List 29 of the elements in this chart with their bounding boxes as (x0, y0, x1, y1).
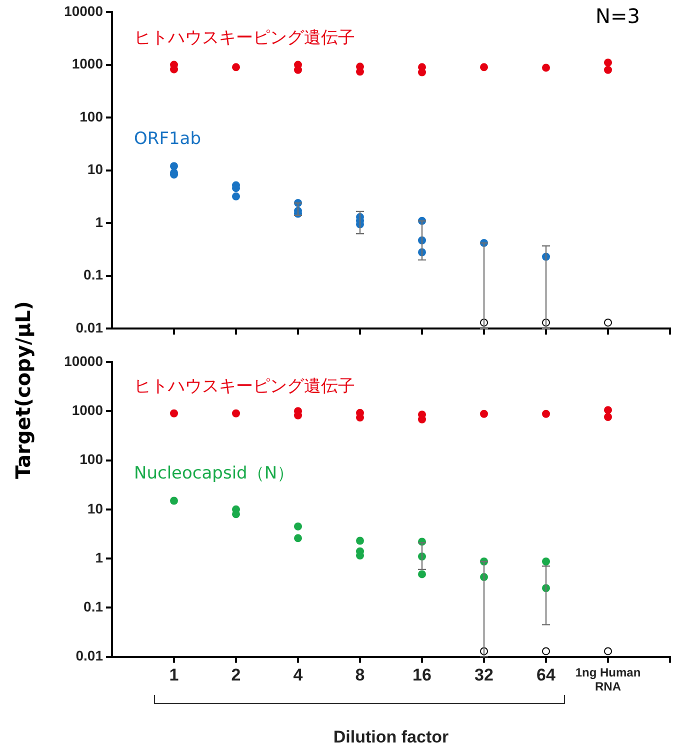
x-tick-label: 64 (536, 666, 556, 685)
y-tick-label: 1000 (72, 402, 104, 418)
x-axis-title: Dilution factor (333, 727, 449, 746)
y-tick-label: 10 (87, 161, 104, 178)
series-label: ヒトハウスキーピング遺伝子 (134, 28, 355, 48)
annotation: N=3 (596, 4, 640, 28)
y-tick-label: 0.1 (84, 266, 104, 283)
y-tick-label: 10000 (64, 2, 104, 19)
y-tick-label: 0.1 (84, 598, 104, 615)
text: Nucleocapsid（N） (134, 464, 294, 484)
y-tick-label: 10 (87, 500, 104, 516)
series-label: ORF1ab (134, 129, 201, 150)
y-tick-label: 1 (95, 214, 104, 230)
x-tick-label: 16 (412, 666, 432, 685)
x-tick-label: 8 (355, 666, 365, 685)
y-tick-label: 1 (95, 549, 104, 566)
x-tick-label: 32 (474, 666, 494, 685)
x-tick-label: 1 (169, 666, 179, 685)
y-tick-label: 0.01 (76, 648, 104, 664)
y-tick-label: 1000 (72, 56, 104, 72)
x-tick-label: 1ng Human RNA (575, 665, 641, 694)
x-tick-label: 2 (231, 666, 241, 685)
y-tick-label: 10000 (64, 352, 104, 369)
x-tick-label: 4 (293, 666, 304, 685)
y-axis-title: Target(copy/μL) (11, 300, 36, 481)
y-tick-label: 100 (80, 108, 104, 124)
y-tick-label: 100 (80, 451, 104, 468)
y-tick-label: 0.01 (76, 319, 104, 336)
series-label: ヒトハウスキーピング遺伝子 (134, 376, 355, 396)
